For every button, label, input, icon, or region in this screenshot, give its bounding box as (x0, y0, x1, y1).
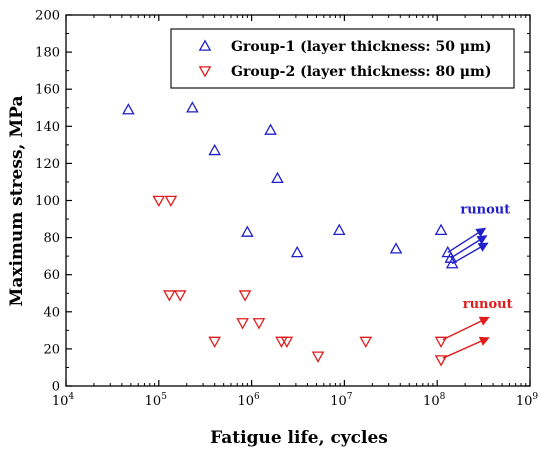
legend-marker-group-1 (198, 39, 212, 51)
group-1-point (271, 171, 284, 184)
group-2-point (434, 336, 448, 349)
runout-annotation: runout (460, 202, 510, 217)
runout-arrow (442, 336, 490, 359)
y-tick-label: 140 (35, 120, 60, 135)
group-1-point (389, 242, 403, 254)
runout-annotation: runout (463, 297, 513, 312)
group-2-point (208, 336, 221, 349)
group-2-point (311, 351, 325, 363)
group-2-point (173, 290, 187, 302)
y-tick-label: 120 (35, 157, 60, 172)
runout-arrow (450, 235, 488, 259)
group-1-point (186, 101, 199, 113)
runout-arrow (447, 227, 487, 254)
x-tick-label: 109 (516, 392, 539, 409)
y-tick-label: 0 (52, 380, 60, 395)
group-2-point (434, 355, 448, 367)
group-1-point (241, 225, 254, 237)
group-2-point (275, 336, 288, 349)
group-1-point (208, 143, 221, 156)
legend-label: Group-2 (layer thickness: 80 μm) (231, 64, 492, 80)
x-tick-label: 106 (237, 392, 260, 409)
group-2-point (163, 290, 176, 302)
legend: Group-1 (layer thickness: 50 μm) Group-2 … (170, 28, 515, 89)
y-tick-label: 80 (43, 231, 60, 246)
y-tick-label: 20 (43, 342, 60, 357)
group-1-point (441, 245, 455, 258)
x-tick-label: 105 (145, 392, 168, 409)
runout-arrow (442, 316, 490, 341)
group-2-point (280, 336, 294, 349)
group-1-point (290, 245, 304, 258)
legend-label: Group-1 (layer thickness: 50 μm) (231, 39, 492, 55)
group-1-point (332, 223, 346, 235)
group-2-point (164, 195, 178, 208)
group-1-point (434, 223, 448, 235)
y-tick-label: 160 (35, 83, 60, 98)
group-2-point (152, 195, 166, 208)
y-tick-label: 200 (35, 9, 60, 24)
group-1-point (445, 257, 459, 269)
group-2-point (238, 290, 252, 302)
legend-marker-group-2 (198, 66, 212, 78)
runout-arrow (451, 242, 489, 265)
x-tick-label: 104 (52, 392, 75, 409)
x-axis-title: Fatigue life, cycles (210, 428, 388, 448)
legend-box (170, 28, 515, 89)
y-tick-label: 40 (43, 305, 60, 320)
y-tick-label: 100 (35, 194, 60, 209)
x-tick-label: 107 (330, 392, 353, 409)
group-1-point (264, 123, 277, 135)
plot-marks: runout runout (122, 101, 513, 367)
x-tick-label: 108 (423, 392, 446, 409)
y-axis-title: Maximum stress, MPa (7, 95, 27, 306)
group-1-point (122, 103, 135, 115)
y-tick-label: 60 (43, 268, 60, 283)
group-2-point (359, 336, 373, 349)
y-tick-label: 180 (35, 46, 60, 61)
axes: 0 20 40 60 80 100 120 140 160 180 200 104 105 106 107 1… (35, 9, 538, 410)
group-2-point (252, 318, 266, 330)
group-2-point (236, 318, 249, 330)
